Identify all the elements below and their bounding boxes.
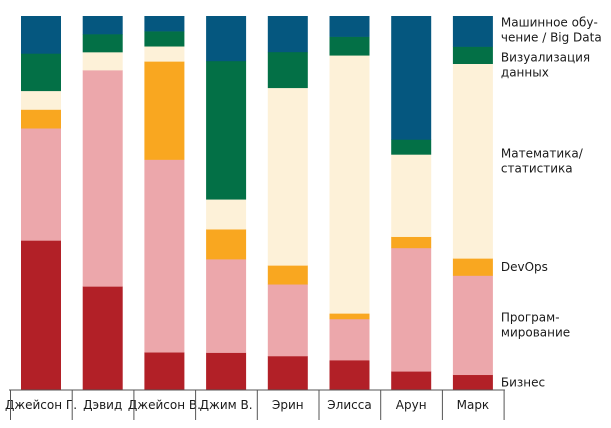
bar-segment-3-8 <box>452 258 493 276</box>
bar-segment-1-6 <box>329 360 370 391</box>
bar-segment-5-5 <box>267 51 308 89</box>
bar-segment-6-6 <box>329 16 370 37</box>
bar-segment-1-5 <box>267 356 308 391</box>
legend-label-6-line-1: Бизнес <box>501 375 545 389</box>
bar-segment-4-3 <box>144 46 185 62</box>
bar-segment-5-1 <box>21 53 61 92</box>
bars-group <box>21 16 493 391</box>
bar-segment-3-3 <box>144 61 185 160</box>
bar-segment-3-4 <box>206 229 247 260</box>
bar-segment-4-7 <box>391 154 432 237</box>
bar-segment-1-1 <box>21 240 61 391</box>
bar-segment-6-4 <box>206 16 247 62</box>
bar-segment-2-8 <box>452 275 493 376</box>
bar-segment-5-6 <box>329 36 370 56</box>
category-label: Марк <box>457 398 490 412</box>
legend-label-3-line-2: статистика <box>501 162 573 176</box>
category-label: Элисса <box>327 398 371 412</box>
legend-label-5-line-1: Програм- <box>501 311 560 325</box>
bar-segment-2-4 <box>206 259 247 353</box>
bar-segment-1-3 <box>144 352 185 391</box>
category-label: Джейсон Г. <box>5 398 77 412</box>
bar-segment-3-7 <box>391 236 432 249</box>
bar-segment-4-2 <box>82 52 123 71</box>
bar-segment-5-4 <box>206 60 247 200</box>
category-label: Джим В. <box>200 398 253 412</box>
bar-segment-4-5 <box>267 87 308 266</box>
legend-label-4-line-1: DevOps <box>501 260 548 274</box>
legend-label-1-line-1: Машинное обу- <box>501 16 598 30</box>
bar-segment-5-3 <box>144 31 185 47</box>
bar-segment-2-2 <box>82 70 123 287</box>
bar-segment-5-8 <box>452 46 493 64</box>
bar-segment-2-1 <box>21 128 61 241</box>
bar-segment-2-3 <box>144 159 185 353</box>
category-label: Эрин <box>272 398 304 412</box>
bar-segment-4-4 <box>206 199 247 230</box>
legend-label-3-line-1: Математика/ <box>501 147 584 161</box>
bar-segment-3-1 <box>21 109 61 129</box>
bar-segment-3-5 <box>267 265 308 285</box>
legend-label-1-line-2: чение / Big Data <box>501 31 602 45</box>
bar-segment-6-3 <box>144 16 185 32</box>
bar-segment-2-6 <box>329 318 370 361</box>
x-axis-group: Джейсон Г. Дэвид Джейсон В.Джим В. Эрин Элис… <box>5 389 505 420</box>
bar-segment-5-2 <box>82 34 123 53</box>
legend-group: Машинное обу-чение / Big Data Визуализаци… <box>501 16 602 390</box>
bar-segment-2-5 <box>267 284 308 357</box>
bar-segment-1-4 <box>206 352 247 391</box>
bar-segment-1-2 <box>82 286 123 391</box>
bar-segment-4-6 <box>329 55 370 314</box>
category-label: Дэвид <box>83 398 122 412</box>
bar-segment-6-5 <box>267 16 308 53</box>
bar-segment-2-7 <box>391 247 432 372</box>
bar-segment-5-7 <box>391 139 432 155</box>
category-label: Арун <box>396 398 427 412</box>
bar-segment-3-6 <box>329 313 370 320</box>
bar-segment-6-2 <box>82 16 123 35</box>
bar-segment-1-7 <box>391 371 432 391</box>
bar-segment-6-8 <box>452 16 493 47</box>
legend-label-2-line-1: Визуализация <box>501 51 590 65</box>
legend-label-2-line-2: данных <box>501 66 549 80</box>
bar-segment-4-8 <box>452 63 493 259</box>
category-label: Джейсон В. <box>128 398 201 412</box>
bar-segment-1-8 <box>452 374 493 391</box>
bar-segment-4-1 <box>21 90 61 110</box>
bar-segment-6-1 <box>21 16 61 54</box>
legend-label-5-line-2: мирование <box>501 326 570 340</box>
bar-segment-6-7 <box>391 16 432 140</box>
